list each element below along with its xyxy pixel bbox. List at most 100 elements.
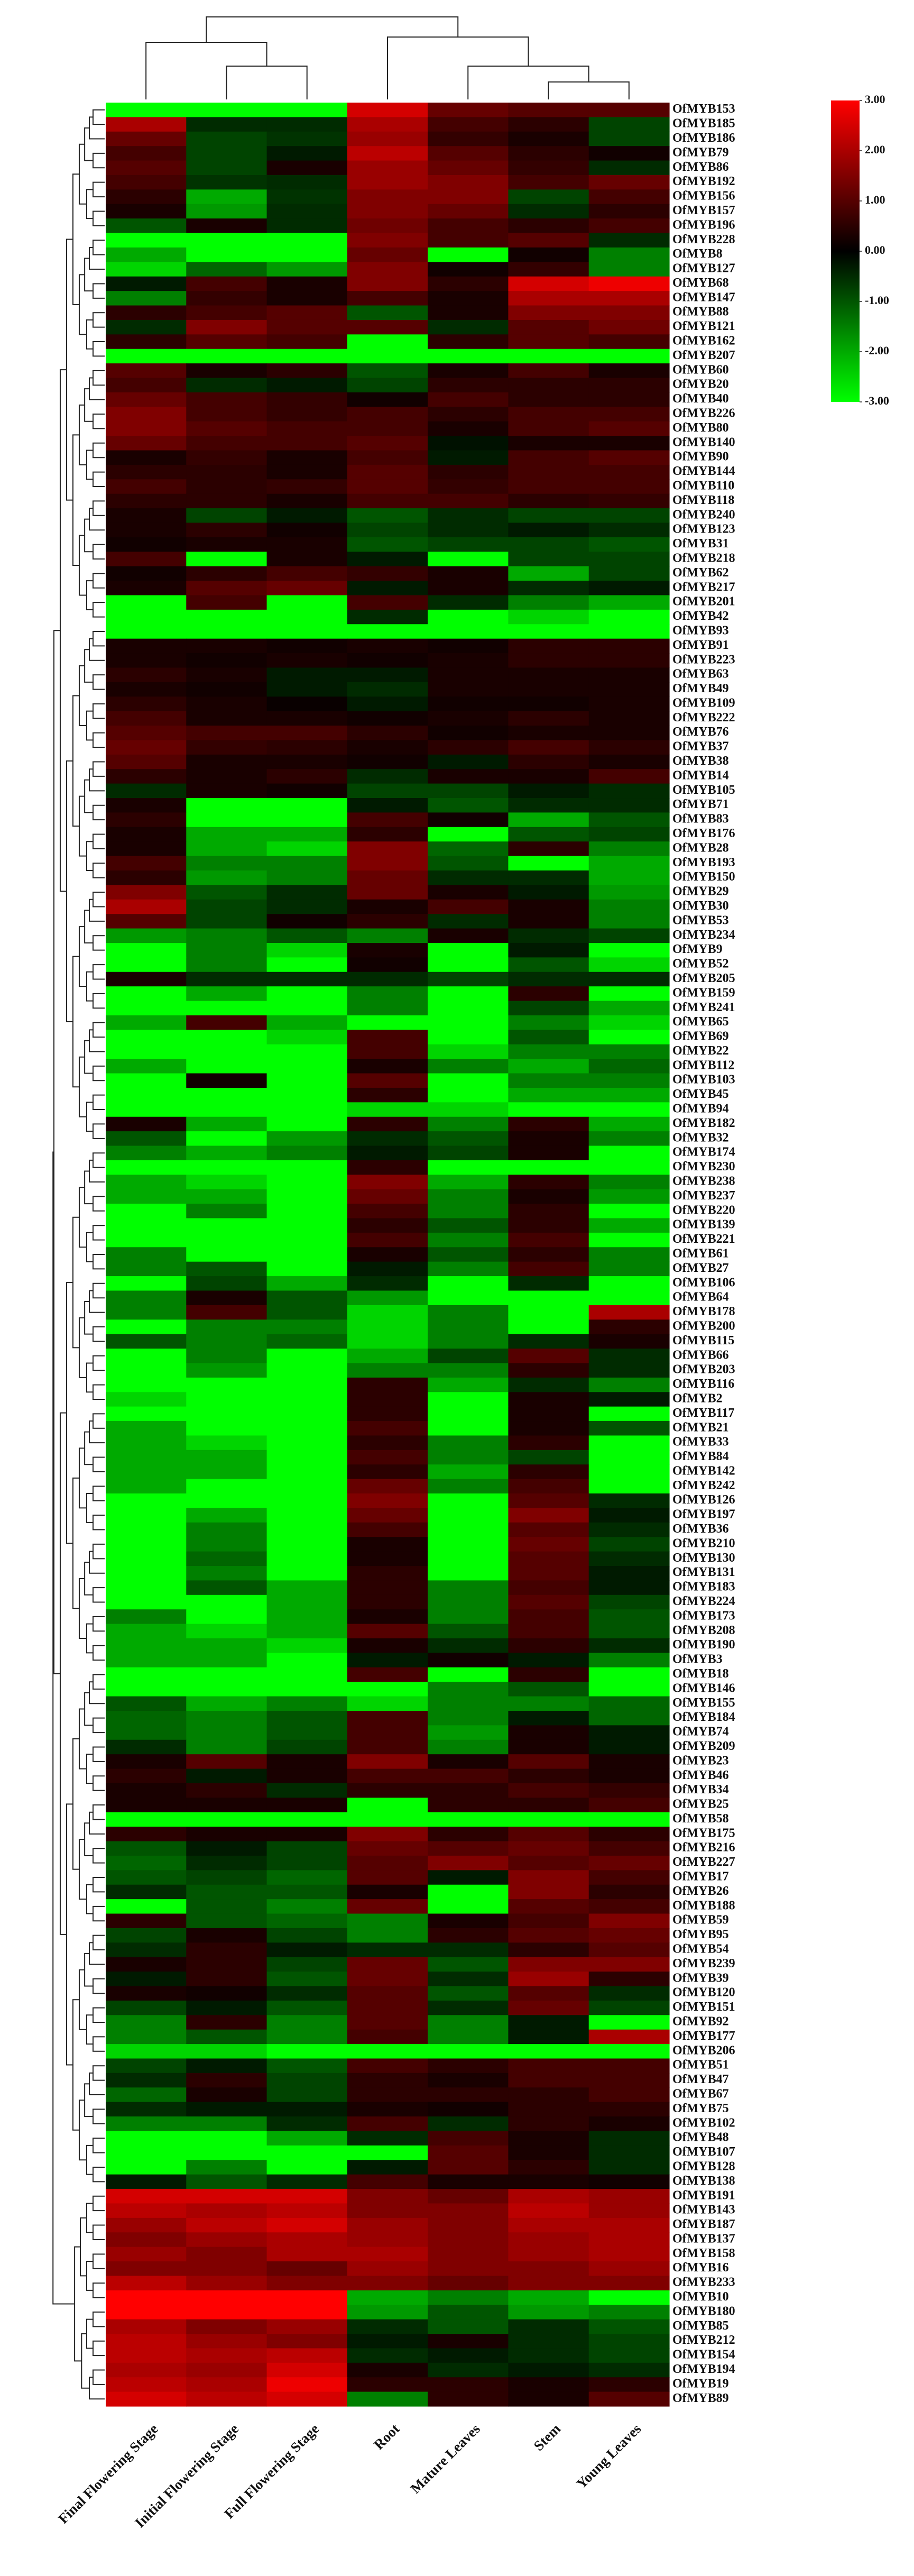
row-label: OfMYB138 [672, 2174, 735, 2188]
heatmap-cell [508, 653, 589, 668]
heatmap-cell [266, 349, 348, 364]
heatmap-cell [588, 291, 670, 306]
heatmap-cell [508, 798, 589, 813]
heatmap-cell [266, 1232, 348, 1248]
heatmap-cell [428, 1160, 509, 1175]
heatmap-cell [347, 914, 428, 929]
row-dendrogram [93, 1065, 105, 1081]
heatmap-cell [588, 827, 670, 842]
heatmap-cell [186, 1290, 267, 1306]
heatmap-cell [428, 1783, 509, 1798]
heatmap-cell [186, 609, 267, 625]
heatmap-cell [266, 1899, 348, 1914]
row-dendrogram [86, 1102, 93, 1132]
heatmap-cell [588, 247, 670, 262]
heatmap-cell [106, 581, 187, 596]
row-dendrogram [93, 2065, 105, 2081]
row-dendrogram [93, 1587, 105, 1603]
heatmap-cell [428, 1392, 509, 1407]
heatmap-cell [347, 2000, 428, 2015]
row-label: OfMYB116 [672, 1377, 734, 1391]
heatmap-cell [347, 1855, 428, 1871]
heatmap-cell [428, 798, 509, 813]
heatmap-cell [186, 2232, 267, 2248]
row-dendrogram [88, 1681, 105, 1704]
heatmap-cell [347, 1218, 428, 1233]
row-dendrogram [88, 1811, 105, 1835]
heatmap-cell [428, 1232, 509, 1248]
heatmap-cell [428, 1580, 509, 1596]
heatmap-cell [588, 1290, 670, 1306]
heatmap-cell [428, 204, 509, 219]
heatmap-cell [266, 812, 348, 828]
row-label: OfMYB20 [672, 378, 729, 391]
heatmap-cell [186, 856, 267, 871]
column-label: Mature Leaves [408, 2421, 483, 2496]
heatmap-cell [588, 262, 670, 277]
heatmap-cell [266, 2261, 348, 2277]
heatmap-cell [428, 1349, 509, 1364]
row-label: OfMYB62 [672, 566, 729, 580]
heatmap-cell [508, 2044, 589, 2059]
heatmap-cell [428, 2000, 509, 2015]
heatmap-cell [508, 1913, 589, 1929]
heatmap-cell [186, 1928, 267, 1943]
heatmap-cell [106, 1218, 187, 1233]
heatmap-cell [266, 1059, 348, 1074]
heatmap-cell [508, 1855, 589, 1871]
row-label: OfMYB109 [672, 696, 735, 710]
row-label: OfMYB25 [672, 1798, 729, 1811]
heatmap-cell [428, 1450, 509, 1465]
row-label: OfMYB63 [672, 667, 729, 681]
heatmap-cell [186, 1450, 267, 1465]
heatmap-cell [266, 363, 348, 379]
heatmap-cell [106, 2015, 187, 2030]
heatmap-cell [186, 2058, 267, 2074]
row-dendrogram [72, 173, 79, 305]
heatmap-cell [428, 1827, 509, 1842]
row-dendrogram [93, 674, 105, 690]
row-dendrogram [88, 1029, 105, 1052]
heatmap-cell [186, 769, 267, 784]
heatmap-cell [508, 464, 589, 480]
heatmap-cell [588, 1464, 670, 1480]
heatmap-cell [428, 2391, 509, 2407]
heatmap-cell [186, 1855, 267, 1871]
heatmap-cell [266, 1783, 348, 1798]
heatmap-cell [428, 2160, 509, 2175]
heatmap-cell [347, 696, 428, 712]
color-bar-label: 3.00 [865, 93, 885, 106]
heatmap-cell [588, 638, 670, 654]
heatmap-cell [106, 247, 187, 262]
heatmap-cell [266, 2073, 348, 2088]
heatmap-cell [266, 1030, 348, 1045]
heatmap-cell [266, 1870, 348, 1885]
heatmap-cell [508, 2015, 589, 2030]
heatmap-cell [186, 1667, 267, 1682]
heatmap-cell [588, 189, 670, 205]
row-label: OfMYB10 [672, 2290, 729, 2304]
heatmap-cell [266, 175, 348, 190]
heatmap-cell [106, 1087, 187, 1103]
heatmap-cell [428, 971, 509, 987]
heatmap-cell [266, 1175, 348, 1190]
heatmap-cell [106, 754, 187, 769]
heatmap-cell [428, 783, 509, 799]
heatmap-cell [106, 1406, 187, 1422]
heatmap-cell [347, 942, 428, 958]
heatmap-cell [347, 1580, 428, 1596]
heatmap-cell [186, 841, 267, 857]
heatmap-cell [106, 1116, 187, 1132]
heatmap-cell [508, 1276, 589, 1291]
heatmap-cell [588, 1145, 670, 1161]
heatmap-cell [428, 1363, 509, 1378]
heatmap-cell [588, 1624, 670, 1639]
heatmap-cell [347, 595, 428, 610]
row-dendrogram [53, 630, 60, 1674]
heatmap-cell [266, 928, 348, 943]
heatmap-cell [508, 696, 589, 712]
heatmap-cell [508, 1175, 589, 1190]
heatmap-cell [347, 233, 428, 248]
heatmap-cell [428, 1261, 509, 1277]
heatmap-cell [428, 1798, 509, 1813]
